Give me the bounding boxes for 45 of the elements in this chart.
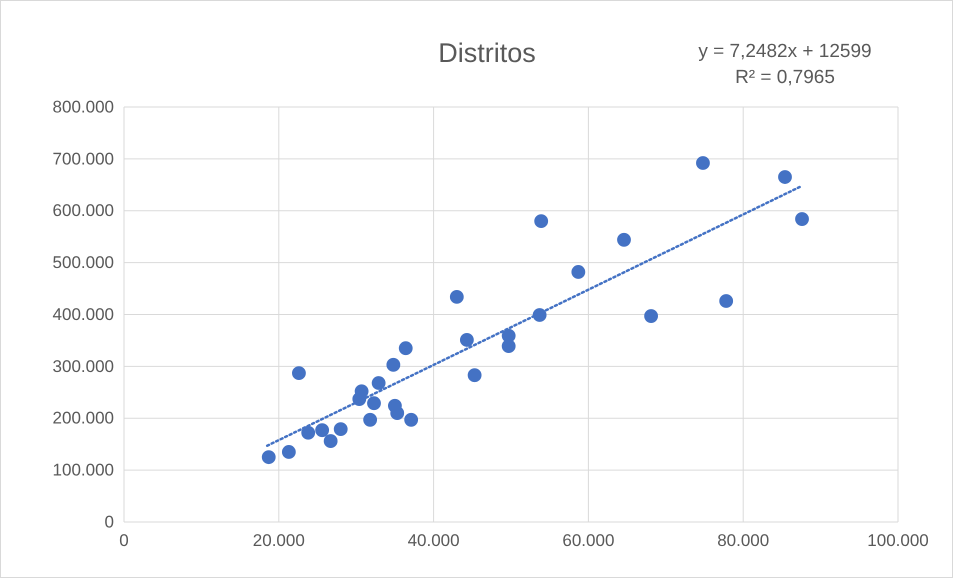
y-tick-label: 300.000 bbox=[52, 356, 114, 376]
point bbox=[778, 170, 792, 184]
point bbox=[719, 294, 734, 308]
y-tick-label: 400.000 bbox=[52, 304, 114, 324]
point bbox=[363, 412, 378, 427]
point bbox=[450, 290, 464, 304]
point bbox=[315, 423, 330, 438]
point bbox=[795, 212, 809, 226]
x-tick-label: 80.000 bbox=[717, 531, 770, 550]
point bbox=[534, 214, 548, 228]
point bbox=[386, 358, 400, 372]
point bbox=[324, 434, 338, 448]
x-tick-label: 100.000 bbox=[867, 531, 929, 550]
point bbox=[282, 445, 296, 459]
point bbox=[367, 396, 381, 410]
point bbox=[571, 265, 586, 279]
point bbox=[468, 368, 482, 382]
x-tick-label: 40.000 bbox=[408, 531, 460, 550]
y-tick-label: 600.000 bbox=[52, 201, 114, 220]
point bbox=[460, 333, 474, 347]
text: R² = 0,7965 bbox=[735, 67, 835, 88]
point bbox=[696, 156, 710, 170]
point bbox=[404, 412, 418, 427]
point bbox=[262, 450, 276, 464]
point bbox=[334, 422, 348, 436]
point bbox=[644, 309, 658, 323]
chart-title: Distritos bbox=[438, 38, 536, 68]
x-tick-label: 20.000 bbox=[252, 531, 305, 550]
point bbox=[301, 426, 316, 440]
point bbox=[372, 376, 386, 390]
text: y = 7,2482x + 12599 bbox=[698, 41, 872, 62]
x-tick-label: 60.000 bbox=[562, 531, 614, 550]
y-tick-label: 700.000 bbox=[52, 149, 114, 168]
x-tick-label: 0 bbox=[119, 531, 129, 550]
y-tick-label: 500.000 bbox=[52, 253, 114, 272]
y-tick-label: 800.000 bbox=[52, 97, 114, 116]
point bbox=[617, 232, 631, 247]
y-tick-label: 0 bbox=[104, 512, 114, 532]
point bbox=[354, 384, 369, 398]
point bbox=[390, 406, 404, 420]
point bbox=[292, 366, 306, 380]
point bbox=[502, 339, 516, 354]
y-tick-label: 200.000 bbox=[52, 408, 114, 428]
point bbox=[398, 341, 413, 356]
y-tick-label: 100.000 bbox=[52, 460, 114, 480]
